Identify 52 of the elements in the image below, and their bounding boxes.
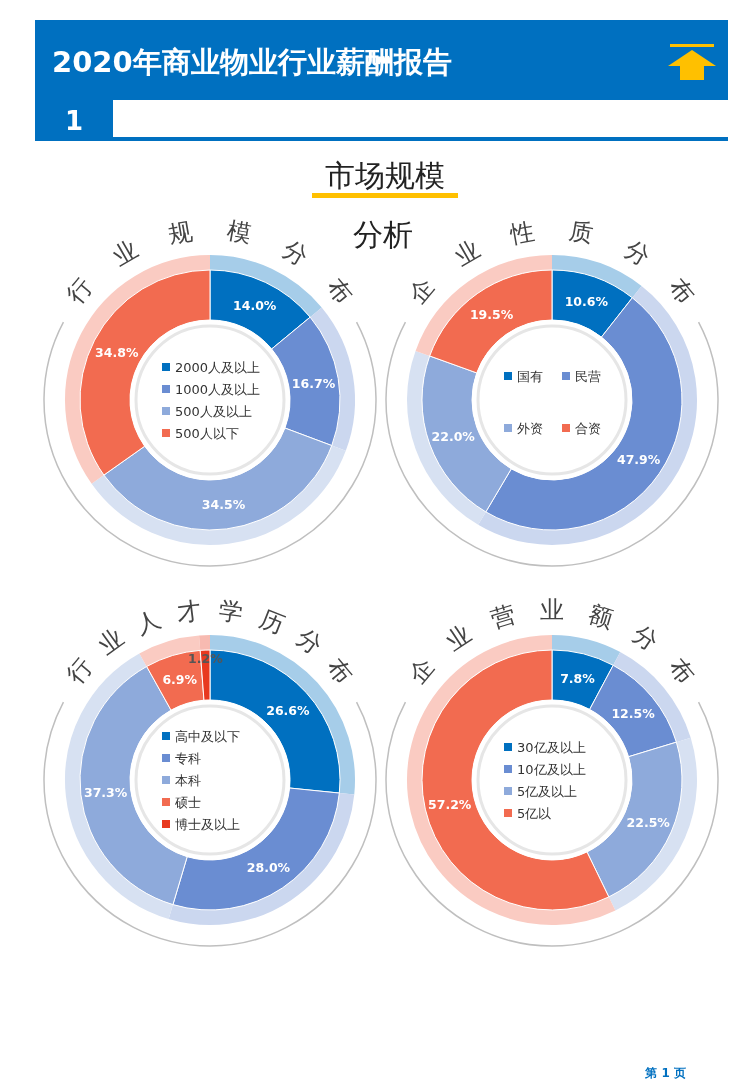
data-label: 47.9%	[616, 452, 661, 468]
legend-item: 10亿及以上	[504, 762, 586, 777]
legend-item: 500人以下	[162, 426, 239, 441]
legend-label: 高中及以下	[175, 729, 240, 744]
legend-item: 外资	[504, 421, 543, 436]
data-label: 22.0%	[431, 428, 476, 444]
text: 市场规模	[325, 158, 445, 193]
data-label: 16.7%	[291, 375, 336, 391]
data-label: 19.5%	[469, 307, 514, 323]
legend-item: 1000人及以上	[162, 382, 261, 397]
legend-label: 500人以下	[175, 426, 239, 441]
legend-label: 专科	[175, 751, 201, 766]
text: 分析	[353, 217, 413, 252]
legend-item: 合资	[562, 421, 601, 436]
text: 第 1 页	[644, 1066, 686, 1080]
legend-label: 合资	[575, 421, 601, 436]
data-label: 37.3%	[83, 784, 128, 800]
legend-item: 国有	[504, 369, 543, 384]
legend-item: 5亿以	[504, 806, 552, 821]
data-label: 12.5%	[611, 706, 656, 722]
legend-item: 500人及以上	[162, 404, 252, 419]
legend-item: 30亿及以上	[504, 740, 586, 755]
legend-item: 高中及以下	[162, 729, 240, 744]
data-label: 26.6%	[266, 702, 311, 718]
data-label: 34.8%	[95, 344, 139, 360]
legend-label: 本科	[175, 773, 201, 788]
legend-item: 5亿及以上	[504, 784, 578, 799]
legend-item: 博士及以上	[162, 817, 240, 832]
legend-label: 5亿以	[517, 806, 552, 821]
text: 2020年商业物业行业薪酬报告	[52, 45, 452, 79]
legend-item: 本科	[162, 773, 201, 788]
data-label: 28.0%	[246, 860, 291, 876]
legend-item: 硕士	[162, 795, 201, 810]
legend-item: 民营	[562, 369, 601, 384]
legend-label: 民营	[575, 369, 601, 384]
legend-item: 专科	[162, 751, 201, 766]
legend-label: 30亿及以上	[517, 740, 586, 755]
data-label: 22.5%	[626, 815, 671, 830]
legend-label: 5亿及以上	[517, 784, 578, 799]
data-label: 6.9%	[162, 672, 198, 688]
text: 1	[64, 106, 84, 136]
data-label: 57.2%	[427, 796, 472, 812]
data-label: 7.8%	[560, 671, 596, 687]
legend-label: 硕士	[174, 795, 201, 810]
legend-label: 博士及以上	[175, 817, 240, 832]
legend-label: 国有	[517, 369, 543, 384]
data-label: 10.6%	[564, 293, 609, 309]
legend-label: 外资	[517, 421, 543, 436]
legend-label: 10亿及以上	[517, 762, 586, 777]
data-label: 14.0%	[233, 297, 277, 313]
legend-item: 2000人及以上	[162, 360, 261, 375]
data-label: 34.5%	[201, 497, 246, 513]
